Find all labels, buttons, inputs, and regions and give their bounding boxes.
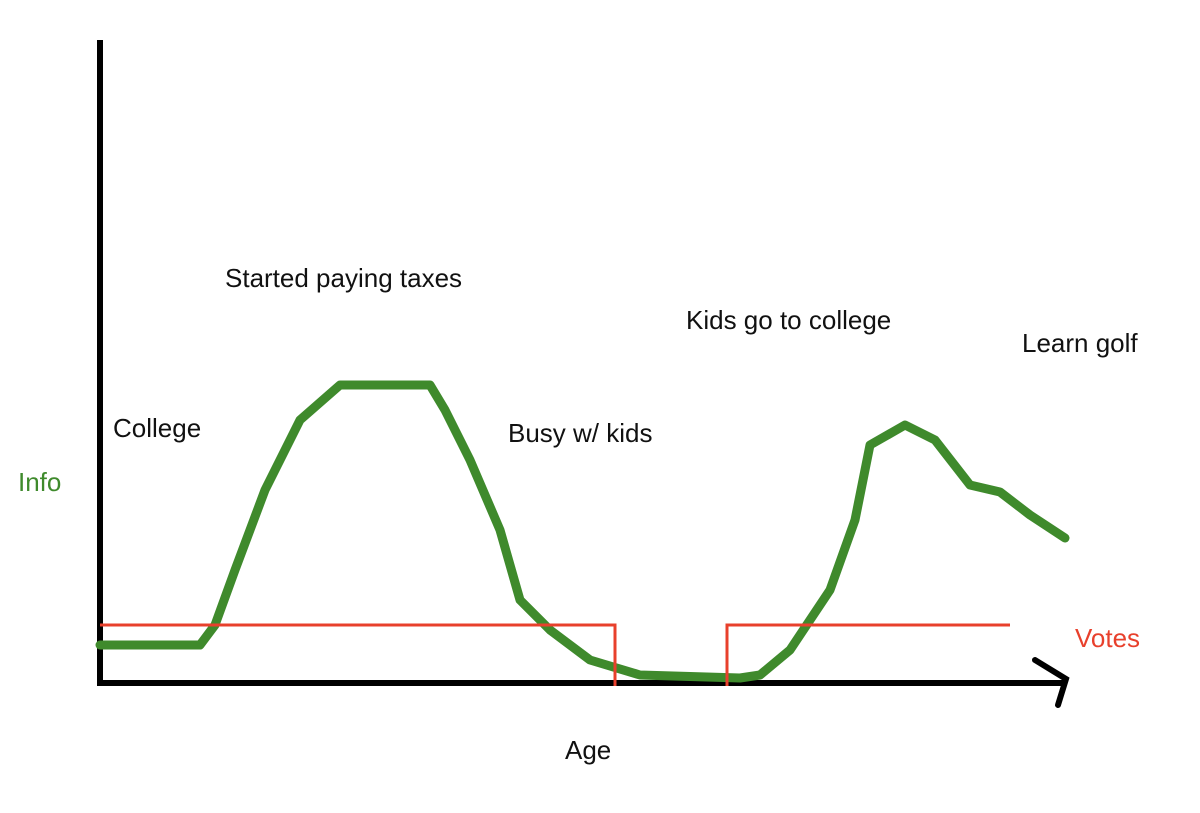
info-curve xyxy=(95,380,1070,683)
series-label: Votes xyxy=(1075,623,1140,653)
x-axis-arrow xyxy=(1032,657,1070,708)
x-axis-label: Age xyxy=(565,735,611,765)
votes-line xyxy=(725,623,1010,686)
votes-line xyxy=(100,623,617,686)
annotation: Kids go to college xyxy=(686,305,891,335)
annotation: Learn golf xyxy=(1022,328,1138,358)
y-axis-label: Info xyxy=(18,467,61,497)
annotation: Busy w/ kids xyxy=(508,418,653,448)
annotation: Started paying taxes xyxy=(225,263,462,293)
annotation: College xyxy=(113,413,201,443)
